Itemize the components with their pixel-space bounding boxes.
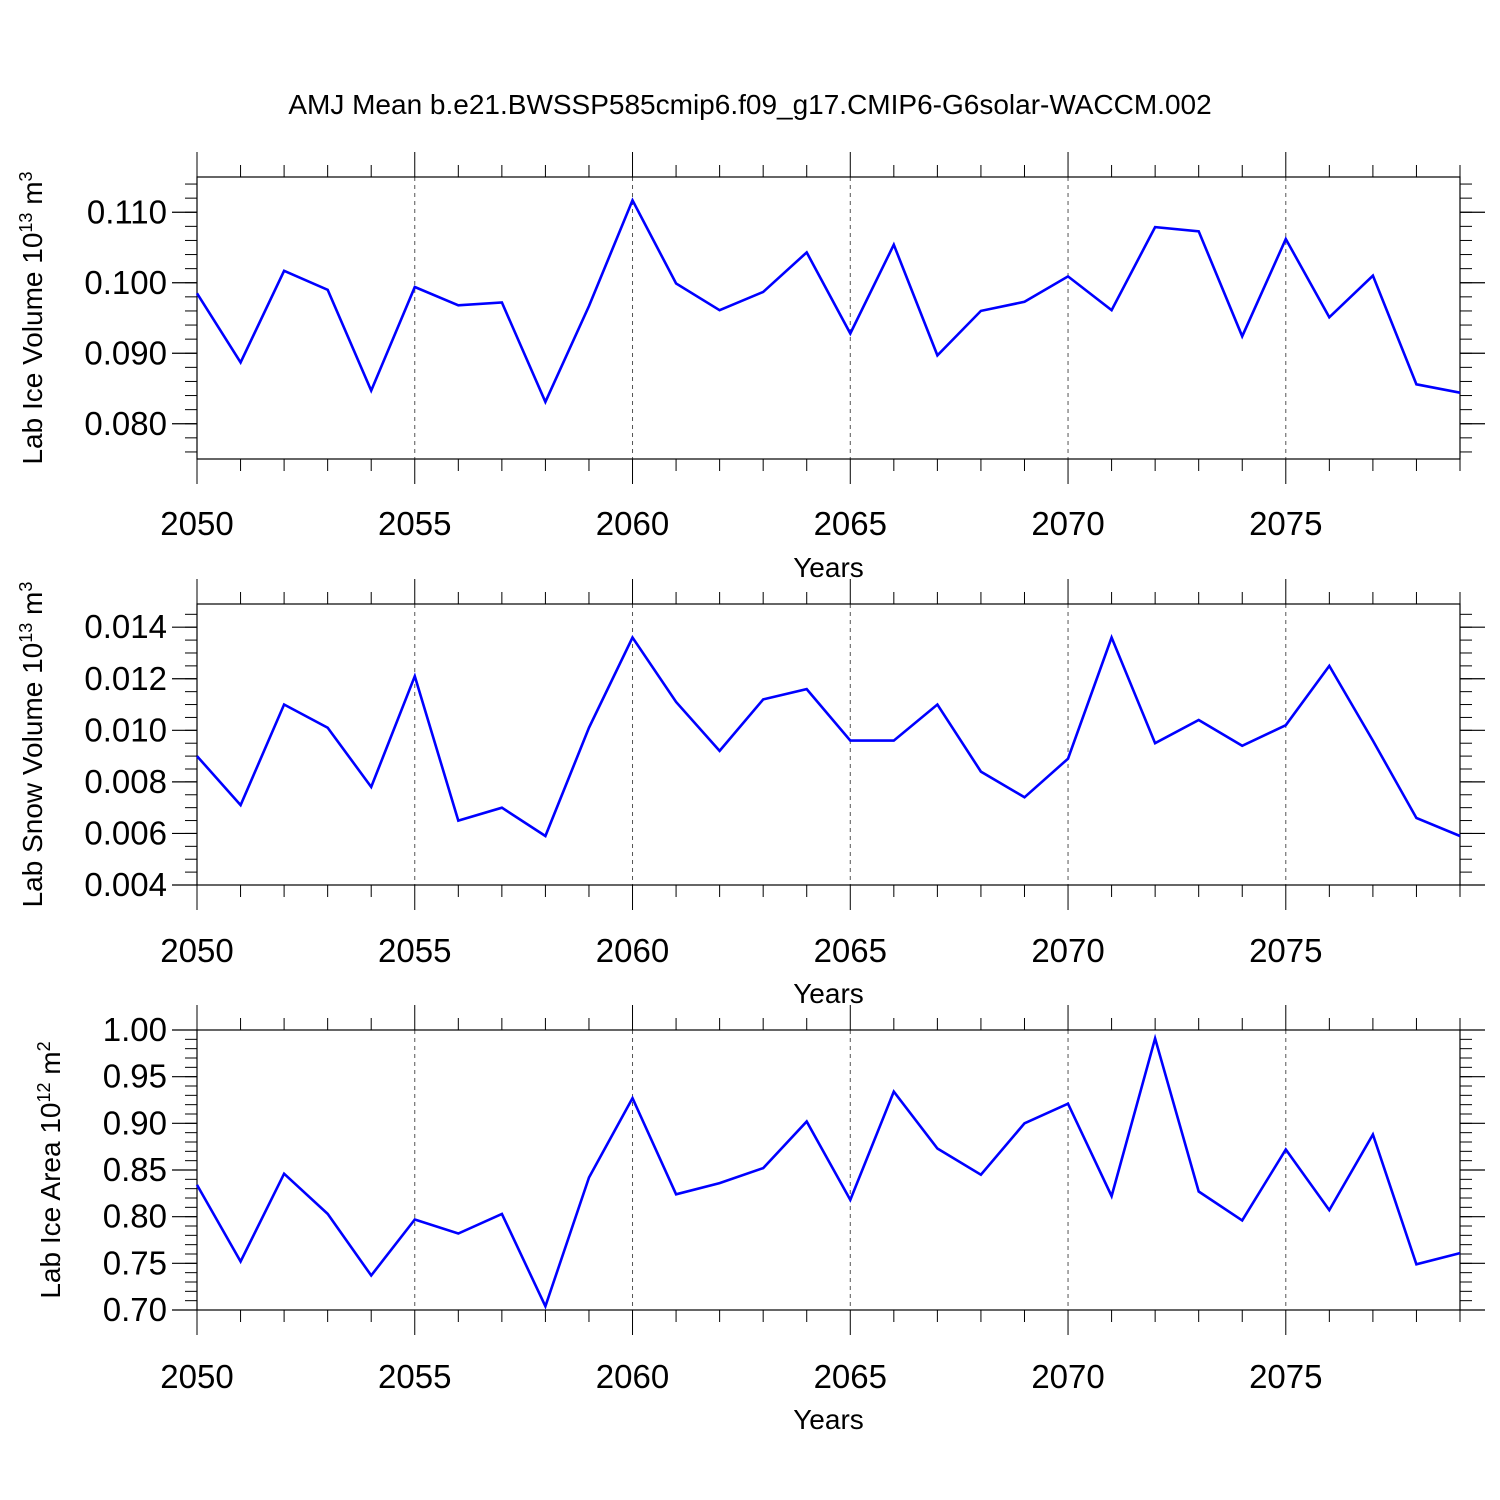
panel-3: 0.70 0.75 0.80 0.85 0.90 0.95 1.00 2050 2055 2060…: [34, 1005, 1485, 1435]
x-tick-label: 2075: [1249, 505, 1322, 542]
y-axis-label-superscript: 3: [16, 582, 36, 592]
y-axis-label-text: m: [35, 1051, 66, 1082]
y-axis-label-text: Lab Ice Volume 10: [17, 233, 48, 465]
y-axis-label-text: Lab Ice Area 10: [35, 1103, 66, 1299]
x-tick-label: 2050: [160, 1358, 233, 1395]
plot-frame: [196, 176, 1461, 460]
y-tick-label: 0.90: [103, 1104, 167, 1141]
series-line: [195, 197, 1461, 406]
x-tick-label: 2065: [814, 505, 887, 542]
x-tick-label: 2070: [1031, 932, 1104, 969]
x-tick-label: 2055: [378, 1358, 451, 1395]
y-tick-label: 0.110: [87, 193, 167, 230]
series-line: [195, 1033, 1461, 1310]
y-tick-label: 0.008: [84, 763, 167, 800]
x-tick-label: 2060: [596, 1358, 669, 1395]
y-axis-label-superscript: 3: [16, 171, 36, 181]
x-tick-label: 2060: [596, 505, 669, 542]
y-axis-label: Lab Ice Volume 1013 m3: [16, 171, 48, 464]
x-axis-label: Years: [793, 978, 864, 1009]
y-axis-label-text: m: [17, 592, 48, 623]
y-axis-label-superscript: 13: [16, 213, 36, 233]
x-tick-label: 2050: [160, 932, 233, 969]
y-tick-label: 0.85: [103, 1151, 167, 1188]
y-tick-label: 0.080: [84, 405, 167, 442]
y-axis-label: Lab Ice Area 1012 m2: [34, 1041, 66, 1298]
x-tick-label: 2070: [1031, 505, 1104, 542]
y-axis-label-text: Lab Snow Volume 10: [17, 643, 48, 908]
x-tick-label: 2065: [814, 1358, 887, 1395]
y-tick-label: 0.95: [103, 1058, 167, 1095]
x-tick-label: 2055: [378, 505, 451, 542]
y-tick-label: 0.75: [103, 1244, 167, 1281]
x-tick-label: 2050: [160, 505, 233, 542]
x-tick-label: 2060: [596, 932, 669, 969]
x-tick-label: 2075: [1249, 1358, 1322, 1395]
y-tick-label: 0.006: [84, 814, 167, 851]
y-tick-label: 0.100: [84, 264, 167, 301]
x-tick-label: 2075: [1249, 932, 1322, 969]
plot-frame: [196, 603, 1461, 886]
figure-title: AMJ Mean b.e21.BWSSP585cmip6.f09_g17.CMI…: [288, 89, 1211, 120]
panels: 0.080 0.090 0.100 0.110 2050 2055 2060 2065 2070…: [16, 152, 1485, 1435]
y-axis-label-superscript: 12: [34, 1082, 54, 1102]
y-tick-label: 0.70: [103, 1291, 167, 1328]
y-tick-label: 0.004: [84, 866, 167, 903]
series-line: [196, 633, 1461, 838]
y-tick-label: 1.00: [103, 1011, 167, 1048]
x-axis-label: Years: [793, 1404, 864, 1435]
x-tick-label: 2055: [378, 932, 451, 969]
y-axis-label: Lab Snow Volume 1013 m3: [16, 582, 48, 908]
y-tick-label: 0.014: [84, 608, 167, 645]
y-tick-label: 0.090: [84, 334, 167, 371]
panel-2: 0.004 0.006 0.008 0.010 0.012 0.014 2050 2055 20…: [16, 579, 1485, 1009]
y-tick-label: 0.012: [84, 660, 167, 697]
panel-1: 0.080 0.090 0.100 0.110 2050 2055 2060 2065 2070…: [16, 152, 1485, 583]
y-tick-label: 0.80: [103, 1198, 167, 1235]
x-axis-label: Years: [793, 552, 864, 583]
y-tick-label: 0.010: [84, 711, 167, 748]
y-axis-label-superscript: 13: [16, 623, 36, 643]
y-axis-label-text: m: [17, 181, 48, 212]
x-tick-label: 2065: [814, 932, 887, 969]
y-axis-label-superscript: 2: [34, 1041, 54, 1051]
x-tick-label: 2070: [1031, 1358, 1104, 1395]
